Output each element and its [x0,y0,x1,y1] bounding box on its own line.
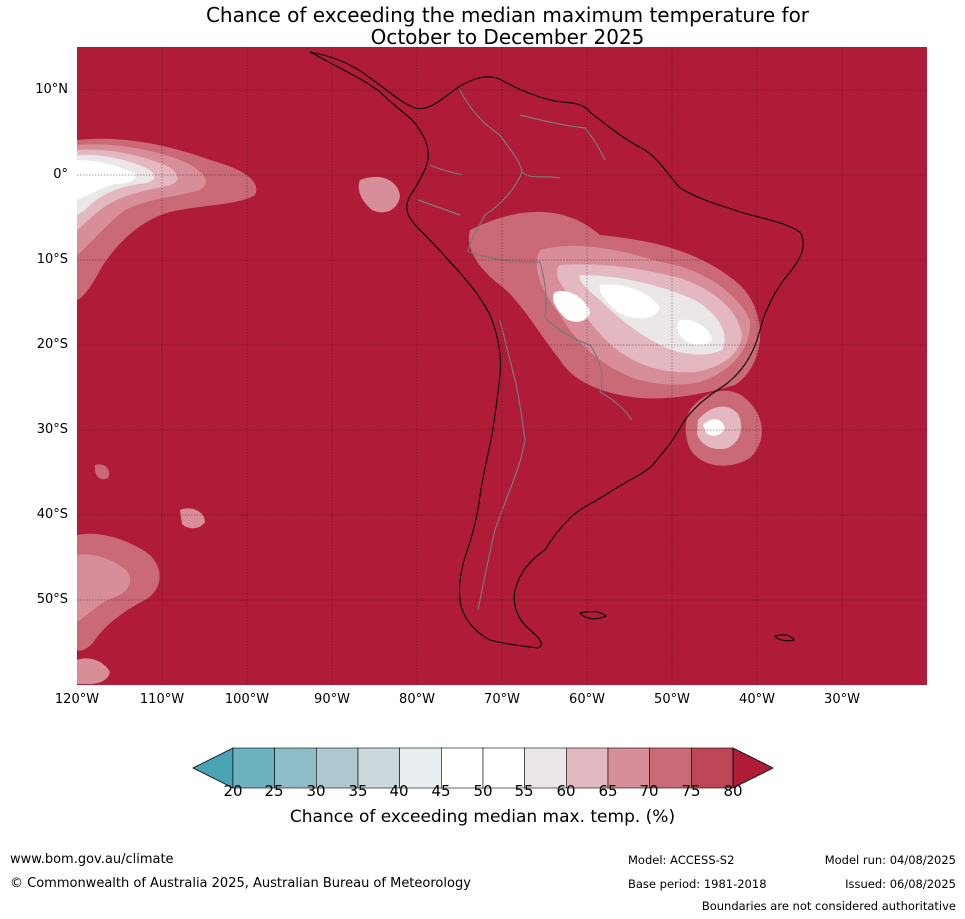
probability-region-east-pacific [77,138,400,300]
title-line-2: October to December 2025 [370,25,645,49]
boundaries-disclaimer: Boundaries are not considered authoritat… [701,899,956,913]
colorbar-segment [441,747,484,789]
colorbar-tick-45: 45 [431,782,451,800]
lat-label-10n: 10°N [35,82,68,97]
colorbar-tick-40: 40 [389,782,409,800]
base-period: Base period: 1981-2018 [628,877,767,891]
website-link[interactable]: www.bom.gov.au/climate [10,852,174,867]
colorbar-tick-65: 65 [598,782,618,800]
lon-label-50w: 50°W [654,692,690,707]
colorbar-segment [607,747,650,789]
colorbar-segment [524,747,567,789]
lon-label-90w: 90°W [314,692,350,707]
colorbar-tick-75: 75 [681,782,701,800]
colorbar-tick-60: 60 [556,782,576,800]
lon-label-70w: 70°W [484,692,520,707]
copyright-notice: © Commonwealth of Australia 2025, Austra… [10,876,471,891]
coastline-south-america [309,51,804,649]
map-title: Chance of exceeding the median maximum t… [0,4,965,48]
colorbar-tick-20: 20 [223,782,243,800]
lon-label-80w: 80°W [399,692,435,707]
model-run-date: Model run: 04/08/2025 [824,853,956,867]
colorbar-tick-25: 25 [264,782,284,800]
lat-label-0: 0° [53,167,68,182]
colorbar-tick-80: 80 [723,782,743,800]
lon-label-120w: 120°W [54,692,100,707]
issued-date: Issued: 06/08/2025 [845,877,956,891]
lat-label-50s: 50°S [36,592,68,607]
colorbar-tick-50: 50 [473,782,493,800]
lon-label-60w: 60°W [569,692,605,707]
colorbar-segment [316,747,359,789]
colorbar-segment [357,747,400,789]
colorbar [192,747,774,789]
lat-label-40s: 40°S [36,507,68,522]
country-borders [417,89,633,611]
graticule [77,47,927,685]
colorbar-tick-55: 55 [514,782,534,800]
lat-label-20s: 20°S [36,337,68,352]
lon-label-30w: 30°W [824,692,860,707]
probability-region-brazil [469,211,761,399]
lat-label-30s: 30°S [36,422,68,437]
lat-label-10s: 10°S [36,252,68,267]
lon-label-110w: 110°W [139,692,185,707]
colorbar-tick-35: 35 [348,782,368,800]
colorbar-tick-30: 30 [306,782,326,800]
colorbar-segment [482,747,525,789]
colorbar-segment [232,747,275,789]
title-line-1: Chance of exceeding the median maximum t… [205,3,810,27]
colorbar-tick-70: 70 [639,782,659,800]
colorbar-segment [691,747,734,789]
probability-region-south-pacific [77,464,205,685]
colorbar-segment [274,747,317,789]
colorbar-caption: Chance of exceeding median max. temp. (%… [289,807,676,827]
lon-label-100w: 100°W [224,692,270,707]
model-name: Model: ACCESS-S2 [628,853,735,867]
probability-region-south-atlantic [685,390,762,466]
colorbar-high-arrow [732,747,774,789]
colorbar-segment [399,747,442,789]
lon-label-40w: 40°W [739,692,775,707]
